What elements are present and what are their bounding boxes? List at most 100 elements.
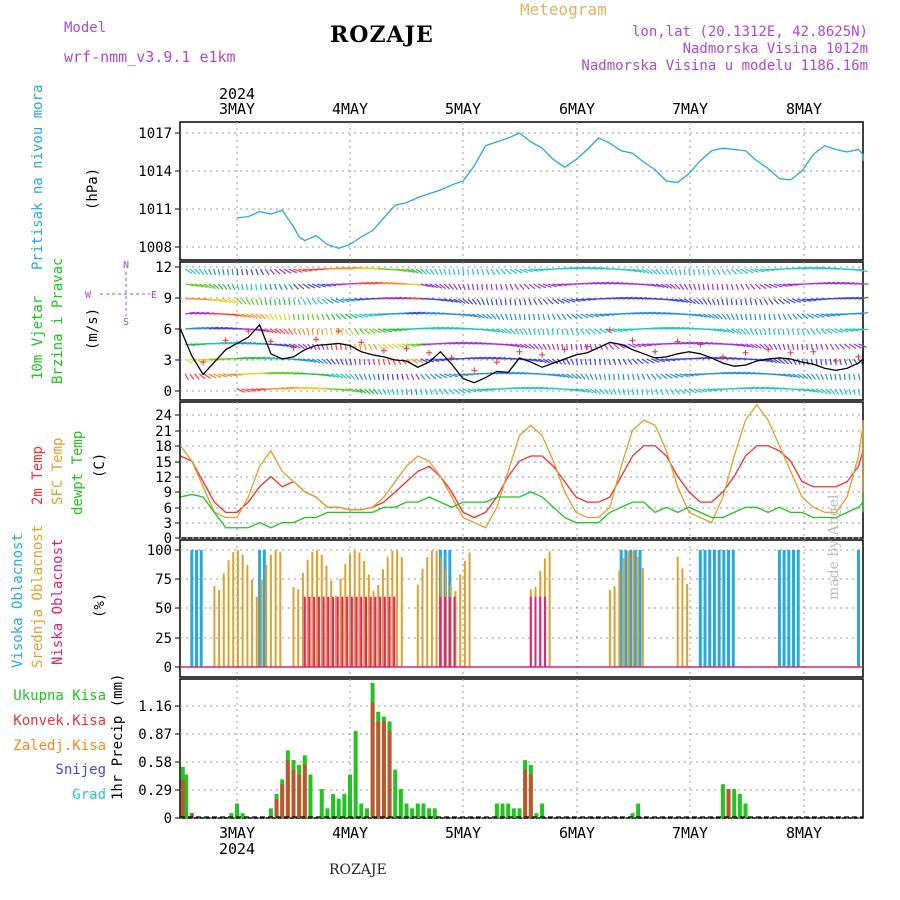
wind-arrow xyxy=(302,313,305,321)
wind-arrow xyxy=(519,268,528,274)
wind-arrow xyxy=(697,268,700,276)
wind-arrow xyxy=(359,313,369,318)
wind-arrow xyxy=(260,356,271,360)
wind-arrow xyxy=(637,343,647,347)
wind-arrow xyxy=(453,283,458,290)
wind-arrow xyxy=(646,388,649,396)
wind-arrow xyxy=(213,326,224,330)
wind-arrow xyxy=(815,328,822,335)
wind-arrow xyxy=(745,372,756,375)
wind-arrow xyxy=(561,313,567,320)
wind-arrow xyxy=(250,268,254,276)
wind-arrow xyxy=(542,328,545,336)
day-label-top: 5MAY xyxy=(445,100,481,118)
wind-arrow xyxy=(773,298,780,305)
wind-arrow xyxy=(231,283,236,291)
wind-arrow xyxy=(557,283,567,287)
wind-arrow xyxy=(209,389,212,395)
wind-arrow xyxy=(575,388,586,393)
wind-arrow xyxy=(203,358,214,362)
wind-arrow xyxy=(693,298,700,305)
panel-frame xyxy=(179,401,864,539)
wind-arrow xyxy=(810,328,816,335)
wind-arrow xyxy=(810,343,814,351)
wind-arrow xyxy=(438,268,443,276)
wind-arrow xyxy=(797,266,808,270)
wind-arrow xyxy=(674,298,684,303)
wind-arrow xyxy=(222,283,228,290)
wind-arrow xyxy=(580,388,590,393)
wind-arrow xyxy=(213,373,222,379)
wind-arrow xyxy=(302,268,313,272)
temp-unit: (C) xyxy=(92,453,108,478)
wind-arrow xyxy=(811,313,820,319)
wind-arrow xyxy=(204,389,207,395)
day-label-bottom: 8MAY xyxy=(786,824,822,842)
wind-arrow xyxy=(589,358,592,366)
wind-arrow xyxy=(843,388,848,395)
wind-arrow xyxy=(438,388,444,395)
wind-arrow xyxy=(613,388,617,395)
wind-arrow xyxy=(292,298,296,306)
wind-arrow xyxy=(524,386,534,390)
wind-arrow xyxy=(590,281,600,285)
wind-arrow xyxy=(420,283,430,288)
day-label-bottom: 4MAY xyxy=(332,824,368,842)
wind-arrow xyxy=(457,388,466,394)
wind-arrow xyxy=(551,343,556,351)
wind-arrow xyxy=(839,343,846,350)
wind-arrow xyxy=(603,388,609,395)
wind-arrow xyxy=(349,313,358,319)
wind-arrow xyxy=(594,281,605,285)
wind-arrow xyxy=(462,313,473,317)
wind-arrow xyxy=(594,358,597,366)
wind-arrow xyxy=(655,326,666,330)
wind-arrow xyxy=(504,268,512,275)
y-tick-label: 18 xyxy=(155,439,172,455)
precip-total-bar xyxy=(432,808,437,818)
wind-arrow xyxy=(279,268,287,275)
wind-arrow xyxy=(528,298,532,306)
wind-arrow xyxy=(500,283,503,291)
wind-arrow xyxy=(518,328,524,335)
wind-arrow xyxy=(735,371,746,375)
wind-arrow xyxy=(189,311,200,315)
precip-total-bar xyxy=(331,793,336,818)
wind-arrow xyxy=(740,328,747,335)
wind-arrow xyxy=(825,388,832,395)
wind-arrow xyxy=(476,313,485,319)
wind-arrow xyxy=(745,386,756,390)
y-tick-label: 24 xyxy=(155,408,172,424)
wind-arrow xyxy=(853,343,862,349)
wind-arrow xyxy=(665,373,673,379)
wind-arrow xyxy=(477,388,487,392)
wind-arrow xyxy=(203,268,209,276)
wind-arrow xyxy=(754,386,765,390)
wind-arrow xyxy=(669,388,675,395)
y-tick-label: 0.87 xyxy=(138,727,172,743)
wind-arrow xyxy=(410,358,419,365)
wind-arrow xyxy=(411,311,421,315)
wind-arrow xyxy=(349,343,352,351)
wind-arrow xyxy=(571,266,581,270)
wind-arrow xyxy=(316,313,320,321)
wind-arrow xyxy=(537,343,543,350)
wind-arrow xyxy=(580,343,583,351)
wind-arrow xyxy=(650,388,654,396)
wind-arrow xyxy=(255,328,266,332)
wind-arrow xyxy=(801,328,805,336)
wind-arrow xyxy=(669,268,673,276)
wind-arrow xyxy=(245,283,249,291)
wind-arrow xyxy=(843,343,851,350)
wind-arrow xyxy=(387,358,391,366)
wind-arrow xyxy=(326,358,332,365)
wind-arrow xyxy=(778,373,788,377)
year-label-bottom: 2024 xyxy=(219,840,255,858)
wind-arrow xyxy=(241,341,252,345)
gust-marker xyxy=(561,346,568,353)
wind-arrow xyxy=(250,298,255,306)
panel-frame xyxy=(179,121,864,261)
wind-arrow xyxy=(764,283,772,289)
wind-arrow xyxy=(528,343,536,350)
